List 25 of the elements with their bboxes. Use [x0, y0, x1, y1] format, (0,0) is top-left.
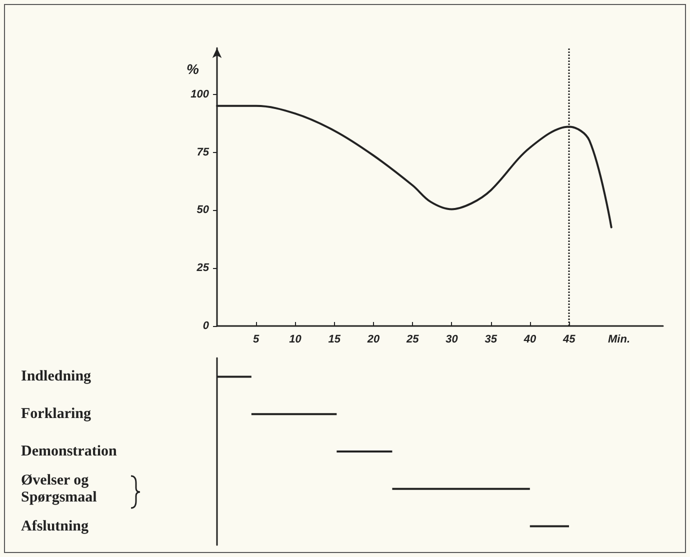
- x-tick-label: 15: [328, 334, 342, 346]
- bar: [251, 413, 337, 416]
- x-tick-label: 30: [446, 334, 459, 346]
- bar: [530, 525, 569, 528]
- y-tick-label: Demonstration: [21, 444, 118, 460]
- x-tick-label: 25: [405, 334, 420, 346]
- x-tick-label: 40: [522, 334, 537, 346]
- y-tick-label: Afslutning: [21, 518, 90, 534]
- y-tick-label: 50: [196, 204, 210, 216]
- y-tick-label: 100: [190, 88, 210, 100]
- y-axis-title: %: [186, 61, 200, 77]
- x-tick-label: 10: [289, 334, 302, 346]
- x-axis-title: Min.: [608, 334, 630, 346]
- y-tick-label: 0: [202, 320, 210, 332]
- bar: [392, 488, 530, 490]
- y-tick-label: Indledning: [21, 368, 92, 385]
- x-tick-label: 35: [484, 334, 498, 346]
- y-tick-label: 75: [196, 146, 210, 158]
- bar: [336, 450, 392, 452]
- x-tick-label: 20: [366, 334, 380, 346]
- x-tick-label: 5: [253, 334, 260, 346]
- y-tick-label: Øvelser og Spørgsmaal: [21, 472, 97, 506]
- x-tick-label: 45: [562, 334, 576, 346]
- y-tick-label: Forklaring: [21, 406, 92, 422]
- y-tick-label: 25: [196, 262, 210, 274]
